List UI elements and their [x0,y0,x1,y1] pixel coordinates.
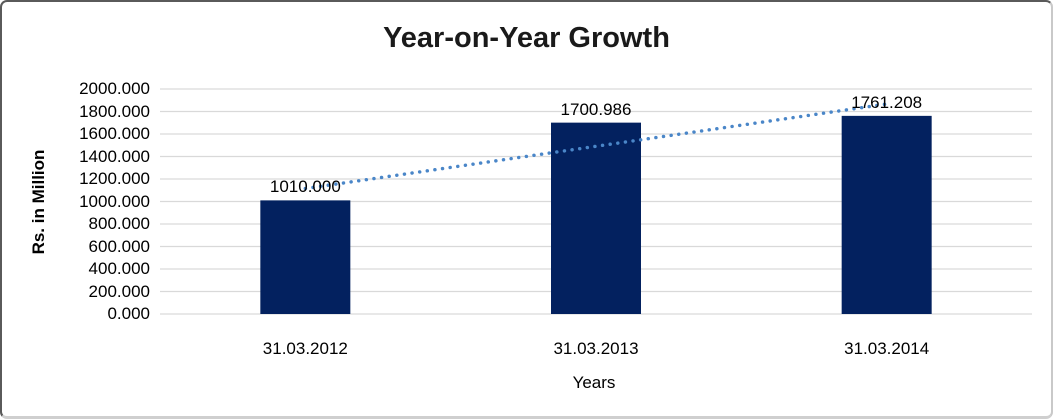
y-tick-label: 1400.000 [79,146,150,166]
y-tick-label: 1800.000 [79,101,150,121]
x-axis-title: Years [572,373,616,392]
x-tick-label: 31.03.2013 [553,339,639,358]
bar-31.03.2012 [260,200,351,314]
y-tick-label: 2000.000 [79,79,150,98]
y-tick-label: 1000.000 [79,191,150,211]
y-tick-label: 200.000 [88,281,150,301]
y-tick-label: 400.000 [88,259,150,278]
chart-title: Year-on-Year Growth [383,22,670,54]
y-tick-label: 1200.000 [79,169,150,188]
bar-31.03.2014 [841,115,932,314]
bar-value-label: 1761.208 [851,92,923,112]
x-tick-label: 31.03.2012 [262,339,348,358]
y-tick-label: 0.000 [107,304,150,323]
y-tick-label: 800.000 [88,214,150,233]
trendline [303,102,889,191]
bar-value-label: 1010.000 [269,177,341,197]
x-tick-label: 31.03.2014 [844,339,930,358]
bar-value-label: 1700.986 [560,99,632,119]
y-tick-label: 600.000 [88,236,150,256]
bar-31.03.2013 [551,122,641,315]
y-tick-label: 1600.000 [79,124,150,143]
